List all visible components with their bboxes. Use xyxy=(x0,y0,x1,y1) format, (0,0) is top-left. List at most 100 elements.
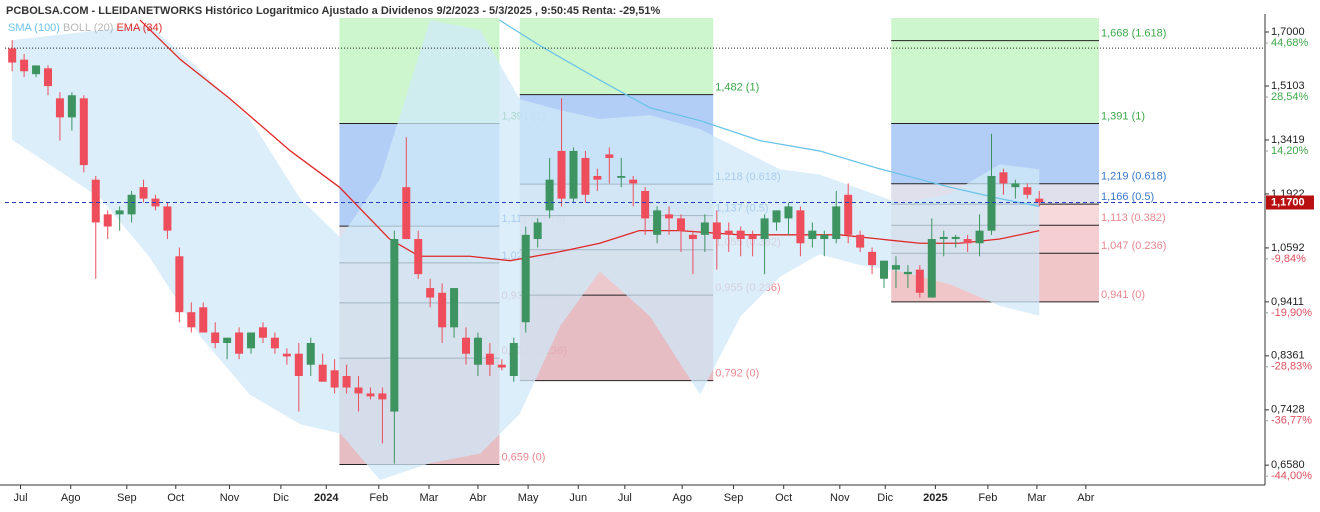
x-tick-label: Abr xyxy=(469,492,486,504)
candle-body xyxy=(820,234,829,240)
legend: SMA (100) BOLL (20) EMA (34) xyxy=(8,22,162,34)
candle-body xyxy=(676,218,685,231)
candle-body xyxy=(79,98,88,166)
candle-body xyxy=(306,342,315,365)
x-tick-label: 2025 xyxy=(923,492,947,504)
legend-entry: BOLL (20) xyxy=(63,22,113,34)
x-tick-label: Ago xyxy=(61,492,81,504)
candle-body xyxy=(318,364,327,382)
candle-body xyxy=(736,230,745,240)
last-price-box xyxy=(1266,195,1314,210)
candle-body xyxy=(20,59,29,72)
candle-body xyxy=(462,337,471,354)
candle-body xyxy=(414,239,423,275)
candle-body xyxy=(187,312,196,328)
candle-body xyxy=(975,230,984,244)
x-tick-label: Ago xyxy=(672,492,692,504)
y2-tick-label: -9,84% xyxy=(1271,253,1306,265)
x-tick-label: Dic xyxy=(877,492,893,504)
x-tick-label: Mar xyxy=(420,492,439,504)
x-tick-label: Mar xyxy=(1027,492,1046,504)
candle-body xyxy=(127,194,136,215)
candle-body xyxy=(999,172,1008,184)
candle-body xyxy=(8,48,17,63)
candle-body xyxy=(688,234,697,240)
candle-body xyxy=(509,342,518,376)
candle-body xyxy=(211,332,220,343)
candle-body xyxy=(473,337,482,365)
candle-body xyxy=(115,210,124,215)
y-tick-label: 0,6580 xyxy=(1271,459,1305,471)
fib-band xyxy=(891,40,1099,124)
candle-body xyxy=(67,95,76,118)
candle-body xyxy=(617,175,626,178)
candle-body xyxy=(175,256,184,313)
x-tick-label: Dic xyxy=(273,492,289,504)
candle-body xyxy=(868,251,877,266)
candle-body xyxy=(390,239,399,412)
candle-body xyxy=(844,194,853,235)
y2-tick-label: 28,54% xyxy=(1271,91,1309,103)
candle-body xyxy=(43,68,52,87)
candle-body xyxy=(1023,187,1032,195)
candle-body xyxy=(891,265,900,270)
fib-label: 1,219 (0.618) xyxy=(1101,171,1166,183)
candle-body xyxy=(856,234,865,248)
candle-body xyxy=(235,332,244,354)
y-tick-label: 1,0592 xyxy=(1271,242,1305,254)
candle-body xyxy=(282,353,291,357)
y-tick-label: 1,7000 xyxy=(1271,26,1305,38)
candle-body xyxy=(653,210,662,235)
candle-body xyxy=(748,234,757,240)
legend-entry: EMA (34) xyxy=(116,22,162,34)
candle-body xyxy=(199,307,208,333)
fib-label: 0,941 (0) xyxy=(1101,289,1145,301)
x-tick-label: Abr xyxy=(1077,492,1094,504)
x-tick-label: Oct xyxy=(167,492,184,504)
candle-body xyxy=(1035,198,1044,203)
candle-body xyxy=(402,187,411,240)
candle-body xyxy=(521,234,530,323)
candle-body xyxy=(426,288,435,298)
candle-body xyxy=(103,214,112,227)
y-tick-label: 0,8361 xyxy=(1271,350,1305,362)
y2-tick-label: 14,20% xyxy=(1271,145,1309,157)
candle-body xyxy=(342,375,351,388)
candle-body xyxy=(270,337,279,349)
y-tick-label: 1,3419 xyxy=(1271,134,1305,146)
candle-body xyxy=(832,206,841,240)
candle-body xyxy=(903,271,912,275)
x-tick-label: 2024 xyxy=(314,492,339,504)
candle-body xyxy=(32,65,41,75)
x-tick-label: Nov xyxy=(220,492,240,504)
x-tick-label: May xyxy=(518,492,539,504)
candle-body xyxy=(330,370,339,388)
y-tick-label: 0,7428 xyxy=(1271,404,1305,416)
fib-label: 1,113 (0.382) xyxy=(1101,212,1166,224)
fib-label: 0,659 (0) xyxy=(501,451,545,463)
x-tick-label: Jul xyxy=(618,492,632,504)
x-tick-label: Feb xyxy=(369,492,388,504)
candle-body xyxy=(354,387,363,394)
candle-body xyxy=(760,218,769,240)
fib-label: 1,047 (0.236) xyxy=(1101,240,1166,252)
candle-body xyxy=(247,332,256,349)
candle-body xyxy=(366,393,375,397)
candle-body xyxy=(294,353,303,376)
candle-body xyxy=(581,157,590,195)
fib-label: 1,482 (1) xyxy=(715,82,759,94)
candle-body xyxy=(915,269,924,293)
candle-body xyxy=(629,179,638,184)
candle-body xyxy=(784,206,793,219)
x-tick-label: Oct xyxy=(775,492,792,504)
candle-body xyxy=(927,239,936,298)
candle-body xyxy=(438,292,447,328)
candle-body xyxy=(796,210,805,244)
y2-tick-label: -19,90% xyxy=(1271,307,1312,319)
fib-band xyxy=(519,18,714,95)
fib-label: 0,792 (0) xyxy=(715,367,759,379)
fib-label: 1,391 (1) xyxy=(1101,110,1145,122)
candle-body xyxy=(724,230,733,235)
